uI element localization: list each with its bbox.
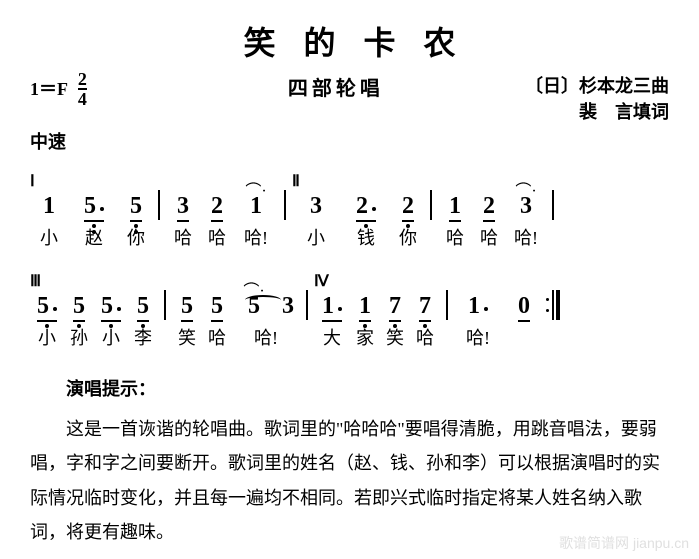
note: 3 [310,193,322,219]
watermark-text: 歌谱简谱网 [559,535,629,551]
composer: 〔日〕杉本龙三曲 [525,72,669,98]
note: 1 [43,193,55,219]
fermata-icon: ⌒· [245,177,266,201]
lyric: 哈 [438,224,472,250]
lyric: 小 [30,224,68,250]
lyric: 哈 [202,324,232,350]
header-row: 1＝F 2 4 四部轮唱 〔日〕杉本龙三曲 裴 言填词 [30,72,669,124]
note: 5 [73,293,85,322]
note: 3 [177,193,189,222]
note: 5 [130,193,142,222]
note: 2 [356,193,376,222]
song-title: 笑的卡农 [30,18,669,64]
lyric: 哈! [506,224,546,250]
barline [430,190,432,220]
note: 3 [282,293,294,319]
credits: 〔日〕杉本龙三曲 裴 言填词 [525,72,669,124]
roman-2: Ⅱ [292,171,300,191]
note: 5 [211,293,223,322]
hints-title: 演唱提示： [30,372,669,406]
score-line-1: Ⅰ1 5 5 3 2 ⌒·1 Ⅱ3 2 2 1 2 ⌒·3 [30,172,669,220]
lyric: 笑 [172,324,202,350]
subtitle: 四部轮唱 [288,72,384,101]
lyric: 哈 [200,224,234,250]
watermark-url: jianpu.cn [633,535,689,551]
barline [306,290,308,320]
note: 5 [37,293,57,322]
note: 5 [101,293,121,322]
lyric: 哈! [454,324,502,350]
performance-hints: 演唱提示： 这是一首诙谐的轮唱曲。歌词里的"哈哈哈"要唱得清脆，用跳音唱法，要弱… [30,372,669,549]
lyric: 小 [292,224,340,250]
note: 1 [322,293,342,322]
note: 2 [211,193,223,222]
note: 1 [449,193,461,222]
note: 1 [468,293,488,319]
lyric: 哈! [232,324,300,350]
note: 7 [419,293,431,322]
watermark: 歌谱简谱网 jianpu.cn [559,533,689,553]
sheet-music-page: 笑的卡农 1＝F 2 4 四部轮唱 〔日〕杉本龙三曲 裴 言填词 中速 Ⅰ1 5… [0,0,699,549]
note: 5 [84,193,104,222]
barline [446,290,448,320]
note: 1 [359,293,371,322]
barline [158,190,160,220]
note: 5 [137,293,149,322]
tempo: 中速 [30,128,669,154]
lyric-line-2: 小 孙 小 李 笑 哈 哈! 大 家 笑 哈 哈! [30,324,669,350]
score-line-2: Ⅲ5 5 5 5 5 5 ⌒·5 3 Ⅳ1 1 7 7 1 0 [30,272,669,320]
roman-1: Ⅰ [30,171,35,191]
note: 2 [483,193,495,222]
repeat-end-icon [546,290,560,320]
lyric-line-1: 小 赵 你 哈 哈 哈! 小 钱 你 哈 哈 哈! [30,224,669,250]
barline [284,190,286,220]
lyric: 哈 [166,224,200,250]
timesig-num: 2 [78,70,87,90]
note: 5 [181,293,193,322]
note: 7 [389,293,401,322]
hints-body: 这是一首诙谐的轮唱曲。歌词里的"哈哈哈"要唱得清脆，用跳音唱法，要弱唱，字和字之… [30,412,669,549]
roman-4: Ⅳ [314,271,329,291]
timesig-den: 4 [78,90,87,108]
roman-3: Ⅲ [30,271,41,291]
note: 0 [518,293,530,322]
note: 2 [402,193,414,222]
fermata-icon: ⌒· [515,177,536,201]
key-text: 1＝F [30,79,67,99]
lyric: 大 [314,324,350,350]
lyric: 哈! [234,224,278,250]
barline [164,290,166,320]
lyricist: 裴 言填词 [525,98,669,124]
key-signature: 1＝F 2 4 [30,72,87,110]
lyric: 哈 [472,224,506,250]
barline [552,190,554,220]
